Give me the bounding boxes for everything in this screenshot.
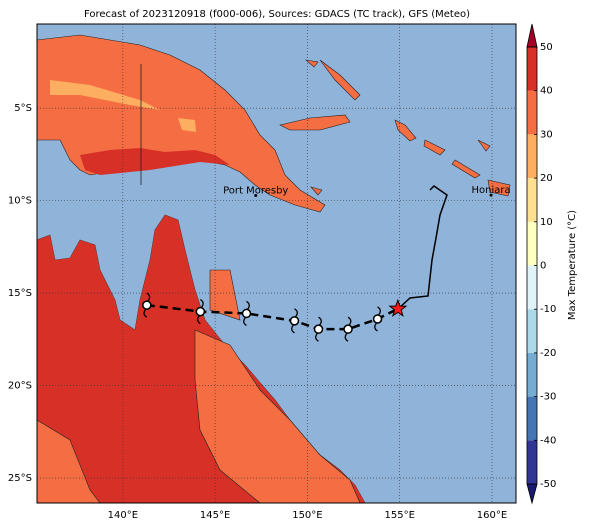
storm-symbol [343,324,353,334]
place-label: Honiara [472,185,511,196]
storm-arm [196,299,204,325]
colorbar-over [526,23,538,48]
storm-arm [315,316,322,342]
map-frame [36,23,517,504]
colorbar-bin [527,178,537,222]
current-position [388,298,408,317]
colorbar-tick-label: -50 [540,479,556,490]
storm-arm [374,306,381,332]
x-tick-label: 160°E [477,510,507,521]
colorbar-bin [527,47,537,91]
y-tick-label: 10°S [8,196,32,207]
x-tick-label: 140°E [108,510,138,521]
colorbar-tick-label: 10 [540,217,553,228]
colorbar-tick-label: 40 [540,86,553,97]
land [37,34,511,503]
y-tick-label: 25°S [8,473,32,484]
colorbar-bin [527,440,537,484]
storm-symbol [313,324,324,334]
colorbar-tick-label: -10 [540,304,556,315]
x-tick-label: 150°E [292,510,322,521]
colorbar-tick-label: 0 [540,261,546,272]
storm-symbol [372,314,383,324]
storm-symbol [289,316,300,326]
colorbar-bin [527,134,537,179]
grid [37,24,516,503]
colorbar-tick-label: 50 [540,42,553,53]
colorbar-tick-label: 30 [540,129,553,140]
place-marker [489,193,493,197]
colorbar-tick-label: -20 [540,348,556,359]
storm-arm [243,300,250,326]
y-tick-label: 15°S [8,288,32,299]
colorbar-bin [527,352,537,397]
place-label: Port Moresby [223,185,288,196]
storm-symbol [142,300,152,310]
place-marker [254,193,258,197]
storm-symbol [241,308,252,319]
x-tick-label: 145°E [200,510,230,521]
y-tick-label: 5°S [14,103,32,114]
colorbar-bin [527,90,537,135]
colorbar-bin [527,221,537,266]
colorbar-bin [527,265,537,310]
storm-arm [143,292,151,318]
colorbar-tick-label: -30 [540,392,556,403]
track [142,292,408,342]
colorbar-bin [527,396,537,441]
colorbar-tick-label: 20 [540,173,553,184]
x-tick-label: 155°E [385,510,415,521]
storm-arm [291,308,298,334]
colorbar-under [526,483,538,505]
colorbar-tick-label: -40 [540,435,556,446]
colorbar-bin [527,309,537,353]
track-dashed [146,303,399,331]
map-title: Forecast of 2023120918 (f000-006), Sourc… [84,9,470,20]
colorbar-label: Max Temperature (°C) [567,210,578,320]
storm-arm [344,316,352,342]
track-line [397,185,448,310]
storm-symbol [195,306,206,317]
y-tick-label: 20°S [8,381,32,392]
